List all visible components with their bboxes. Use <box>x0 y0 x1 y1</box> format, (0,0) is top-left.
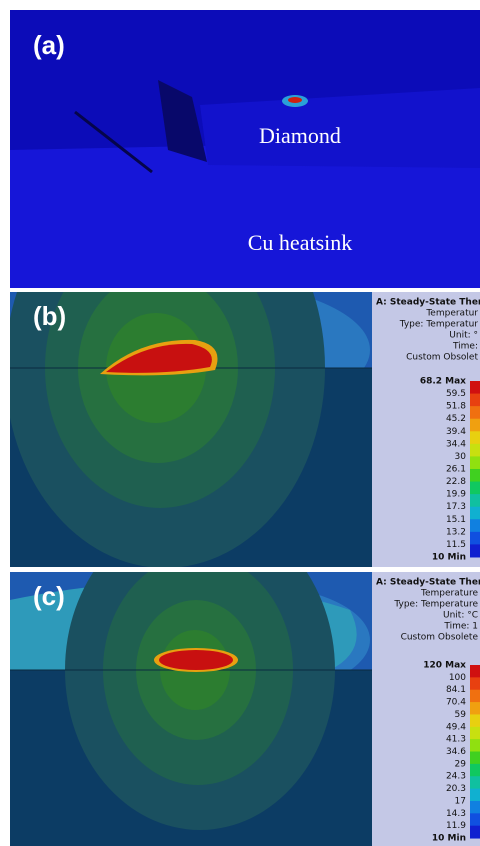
colorbar-segment <box>470 469 480 482</box>
legend-level: 41.3 <box>446 735 466 745</box>
legend-level: 11.5 <box>446 540 466 550</box>
legend-level: 17 <box>455 796 466 806</box>
legend-level: 29 <box>455 759 467 769</box>
colorbar-segment <box>470 690 480 703</box>
legend-level: 13.2 <box>446 527 466 537</box>
colorbar-segment <box>470 677 480 690</box>
colorbar-segment <box>470 727 480 740</box>
figure: (a) Diamond Cu heatsink (b) <box>0 0 480 846</box>
legend-level: 24.3 <box>446 772 466 782</box>
legend-level: 26.1 <box>446 464 466 474</box>
legend-level: 84.1 <box>446 685 466 695</box>
panel-label: (c) <box>33 581 65 611</box>
legend-level: 70.4 <box>446 698 466 708</box>
colorbar-segment <box>470 714 480 727</box>
legend-level: 30 <box>455 452 467 462</box>
colorbar-segment <box>470 544 480 557</box>
legend-line: Unit: °C <box>443 611 478 621</box>
legend-line: Time: <box>452 342 478 352</box>
panel-label: (a) <box>33 30 65 60</box>
colorbar-segment <box>470 789 480 802</box>
legend-line: Type: Temperatur <box>399 320 479 330</box>
legend-line: Custom Obsolete <box>401 633 479 643</box>
colorbar-segment <box>470 826 480 839</box>
colorbar-segment <box>470 702 480 715</box>
legend-line: Custom Obsolet <box>406 353 478 363</box>
legend-level: 59.5 <box>446 389 466 399</box>
colorbar-segment <box>470 752 480 765</box>
colorbar-segment <box>470 801 480 814</box>
legend-level: 45.2 <box>446 414 466 424</box>
legend-level: 14.3 <box>446 809 466 819</box>
colorbar-segment <box>470 406 480 419</box>
legend-level: 120 Max <box>423 661 466 671</box>
legend-line: Time: 1 <box>443 622 478 632</box>
legend-level: 15.1 <box>446 515 466 525</box>
legend-level: 100 <box>449 673 466 683</box>
legend-line: Temperatur <box>425 309 478 319</box>
legend-level: 11.9 <box>446 821 466 831</box>
colorbar-segment <box>470 776 480 789</box>
legend-level: 34.6 <box>446 747 466 757</box>
colorbar-segment <box>470 456 480 469</box>
annotation: Cu heatsink <box>248 230 353 255</box>
colorbar-segment <box>470 419 480 432</box>
colorbar-segment <box>470 519 480 532</box>
colorbar-segment <box>470 764 480 777</box>
legend-title: A: Steady-State Therma <box>376 578 480 588</box>
legend-level: 17.3 <box>446 502 466 512</box>
colorbar-segment <box>470 381 480 394</box>
legend-level: 10 Min <box>432 834 466 844</box>
legend-level: 10 Min <box>432 552 466 562</box>
colorbar-segment <box>470 482 480 495</box>
colorbar-segment <box>470 739 480 752</box>
colorbar-segment <box>470 431 480 444</box>
legend-level: 34.4 <box>446 439 466 449</box>
legend-line: Type: Temperature <box>393 600 478 610</box>
colorbar-segment <box>470 507 480 520</box>
panel-label: (b) <box>33 301 66 331</box>
legend-level: 19.9 <box>446 490 466 500</box>
colorbar-segment <box>470 394 480 407</box>
legend-title: A: Steady-State Therma <box>376 298 480 308</box>
colorbar-segment <box>470 532 480 545</box>
legend-line: Unit: ° <box>449 331 478 341</box>
legend-level: 22.8 <box>446 477 466 487</box>
legend-level: 51.8 <box>446 402 466 412</box>
annotation: Diamond <box>259 123 341 148</box>
colorbar-segment <box>470 813 480 826</box>
page: (a) Diamond Cu heatsink (b) <box>0 0 480 846</box>
legend-level: 59 <box>455 710 467 720</box>
legend-line: Temperature <box>420 589 478 599</box>
legend-level: 20.3 <box>446 784 466 794</box>
legend-level: 49.4 <box>446 722 466 732</box>
legend-level: 68.2 Max <box>420 377 466 387</box>
legend-level: 39.4 <box>446 427 466 437</box>
colorbar-segment <box>470 665 480 678</box>
colorbar-segment <box>470 444 480 457</box>
panel-a: (a) Diamond Cu heatsink <box>10 10 480 288</box>
colorbar-segment <box>470 494 480 507</box>
